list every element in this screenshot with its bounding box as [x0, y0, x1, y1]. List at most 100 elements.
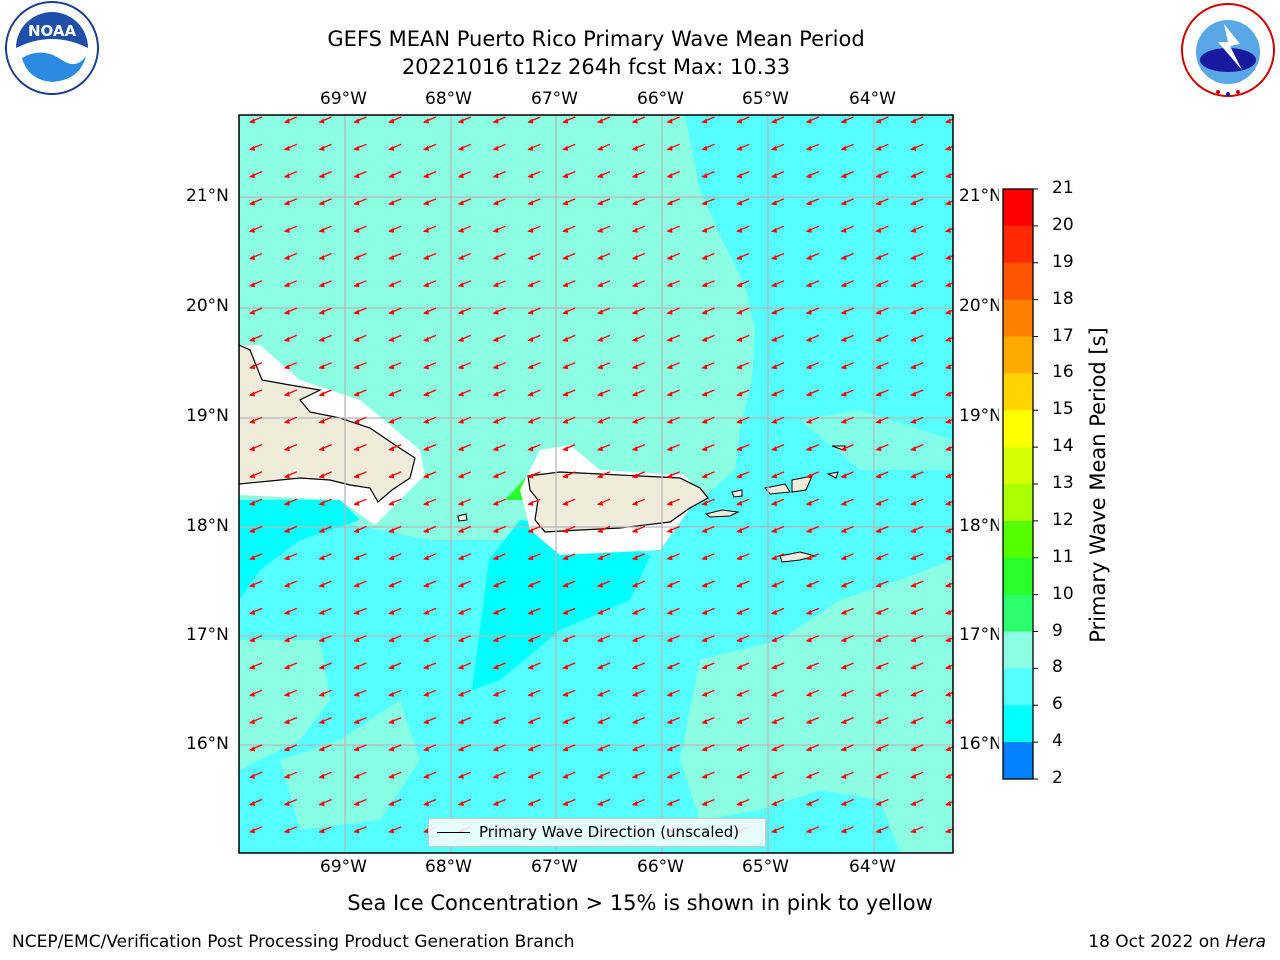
wave-arrow-head	[388, 828, 395, 834]
wave-arrow-head	[527, 473, 534, 479]
wave-arrow-head	[457, 746, 464, 752]
wave-arrow-head	[597, 582, 603, 588]
wave-arrow-head	[875, 446, 882, 452]
wave-arrow-head	[910, 528, 917, 533]
wave-arrow-head	[597, 446, 603, 452]
wave-arrow-head	[492, 391, 499, 397]
wave-arrow-head	[318, 828, 325, 834]
wave-arrow-head	[353, 773, 360, 779]
wave-arrow-head	[318, 500, 325, 506]
wave-arrow-head	[701, 446, 708, 452]
wave-arrow-head	[701, 200, 708, 206]
wave-arrow-head	[701, 309, 708, 315]
lon-tick-bottom: 69°W	[320, 857, 367, 877]
wave-arrow-head	[423, 528, 429, 533]
wave-arrow-head	[945, 691, 951, 697]
wave-arrow-head	[249, 719, 255, 725]
wave-arrow-head	[283, 637, 290, 643]
wave-arrow-head	[527, 391, 534, 397]
colorbar-tick-label: 4	[1052, 731, 1063, 752]
wave-arrow-head	[318, 282, 325, 288]
wave-arrow-head	[492, 364, 499, 370]
wave-arrow-head	[249, 637, 255, 643]
wave-arrow-head	[492, 227, 499, 233]
wave-arrow-head	[527, 664, 534, 670]
lat-tick-right: 21°N	[959, 186, 1002, 206]
footer-host: Hera	[1225, 932, 1266, 952]
wave-arrow-head	[805, 500, 812, 506]
wave-arrow-head	[771, 582, 777, 588]
wave-arrow-head	[388, 118, 395, 124]
wave-arrow-head	[318, 118, 325, 124]
wave-arrow-head	[631, 282, 638, 288]
wave-arrow-head	[736, 227, 743, 233]
wave-arrow-head	[875, 773, 882, 779]
wave-arrow-head	[771, 555, 777, 561]
wave-arrow-head	[805, 391, 812, 397]
wave-arrow-head	[805, 555, 812, 561]
wave-arrow-head	[249, 446, 255, 452]
wave-arrow-head	[805, 719, 812, 725]
wave-arrow-head	[527, 582, 534, 588]
wave-arrow-head	[805, 801, 812, 806]
wave-arrow-head	[283, 309, 290, 315]
wave-arrow-head	[666, 500, 673, 506]
wave-arrow-head	[527, 801, 534, 806]
wave-arrow-head	[875, 391, 882, 397]
wave-arrow-head	[771, 282, 777, 288]
wave-arrow-head	[562, 418, 569, 424]
lat-tick-left: 17°N	[186, 625, 229, 645]
wave-arrow-head	[771, 255, 777, 260]
colorbar-tick-label: 8	[1052, 657, 1063, 678]
wave-arrow-head	[318, 200, 325, 206]
colorbar-tick-label: 13	[1052, 473, 1074, 493]
wave-arrow-head	[388, 255, 395, 260]
wave-arrow-head	[562, 664, 569, 670]
wave-arrow-head	[666, 528, 673, 533]
wave-arrow-head	[666, 773, 673, 779]
wave-arrow-head	[457, 691, 464, 697]
wave-arrow-head	[353, 227, 360, 233]
lon-tick-top: 64°W	[849, 89, 896, 109]
wave-arrow-head	[910, 336, 917, 342]
lon-tick-bottom: 64°W	[849, 857, 896, 877]
wave-arrow-head	[840, 773, 847, 779]
wave-arrow-head	[457, 364, 464, 370]
wave-arrow-head	[910, 637, 917, 643]
wave-arrow-head	[840, 609, 847, 615]
wave-arrow-head	[736, 364, 743, 370]
wave-arrow-head	[318, 391, 325, 397]
wave-arrow-head	[562, 719, 569, 725]
wave-arrow-head	[840, 282, 847, 288]
wave-arrow-head	[945, 746, 951, 752]
wave-arrow-head	[388, 391, 395, 397]
wave-arrow-head	[805, 828, 812, 834]
wave-arrow-head	[283, 282, 290, 288]
wave-arrow-head	[736, 528, 743, 533]
wave-arrow-head	[910, 118, 917, 124]
wave-arrow-head	[910, 418, 917, 424]
wave-arrow-head	[875, 227, 882, 233]
lon-tick-bottom: 67°W	[531, 857, 578, 877]
wave-arrow-head	[249, 118, 255, 124]
wave-arrow-head	[945, 582, 951, 588]
wave-arrow-head	[701, 418, 708, 424]
wave-arrow-head	[597, 336, 603, 342]
wave-arrow-head	[631, 746, 638, 752]
wave-arrow-head	[910, 828, 917, 834]
lon-tick-top: 68°W	[425, 89, 472, 109]
wave-arrow-head	[910, 801, 917, 806]
wave-arrow-head	[492, 418, 499, 424]
wave-arrow-head	[736, 637, 743, 643]
map-subtitle: 20221016 t12z 264h fcst Max: 10.33	[401, 55, 791, 79]
wave-arrow-head	[318, 582, 325, 588]
wave-arrow-head	[597, 609, 603, 615]
wave-arrow-head	[283, 391, 290, 397]
lat-tick-left: 20°N	[186, 296, 229, 316]
wave-arrow-head	[701, 691, 708, 697]
wave-arrow-head	[875, 145, 882, 151]
wave-arrow-head	[631, 664, 638, 670]
wave-arrow-head	[423, 719, 429, 725]
wave-arrow-head	[562, 336, 569, 342]
colorbar-label: Primary Wave Mean Period [s]	[1086, 327, 1110, 643]
